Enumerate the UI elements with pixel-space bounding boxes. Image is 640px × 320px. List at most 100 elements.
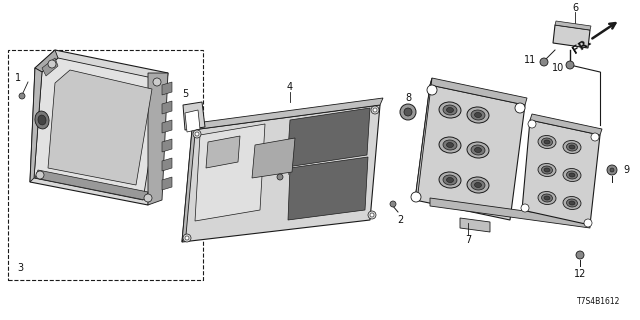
Polygon shape: [30, 50, 168, 205]
Ellipse shape: [569, 173, 575, 177]
Polygon shape: [42, 58, 58, 76]
Circle shape: [36, 171, 44, 179]
Ellipse shape: [544, 196, 550, 200]
Ellipse shape: [467, 177, 489, 193]
Ellipse shape: [541, 138, 552, 146]
Ellipse shape: [467, 107, 489, 123]
Circle shape: [427, 85, 437, 95]
Text: 9: 9: [623, 165, 629, 175]
Circle shape: [540, 58, 548, 66]
Ellipse shape: [474, 148, 481, 153]
Ellipse shape: [566, 143, 577, 151]
Ellipse shape: [439, 137, 461, 153]
Text: 5: 5: [182, 89, 188, 99]
Polygon shape: [555, 21, 591, 30]
Ellipse shape: [447, 108, 454, 113]
Circle shape: [185, 236, 189, 240]
Circle shape: [368, 211, 376, 219]
Polygon shape: [522, 120, 600, 225]
Text: 4: 4: [287, 82, 293, 92]
Ellipse shape: [541, 166, 552, 174]
Ellipse shape: [563, 140, 581, 154]
Ellipse shape: [569, 201, 575, 205]
Text: 10: 10: [552, 63, 564, 73]
Ellipse shape: [439, 172, 461, 188]
Polygon shape: [252, 138, 295, 178]
Polygon shape: [35, 50, 58, 72]
Polygon shape: [287, 108, 370, 167]
Circle shape: [373, 108, 377, 112]
Polygon shape: [162, 101, 172, 114]
Ellipse shape: [38, 115, 46, 125]
Text: T7S4B1612: T7S4B1612: [577, 298, 620, 307]
Polygon shape: [182, 105, 380, 242]
Polygon shape: [192, 98, 383, 130]
Circle shape: [584, 219, 592, 227]
Polygon shape: [553, 25, 590, 48]
Ellipse shape: [566, 171, 577, 179]
Polygon shape: [30, 68, 42, 182]
Ellipse shape: [544, 168, 550, 172]
Circle shape: [195, 132, 199, 136]
Ellipse shape: [471, 110, 485, 120]
Circle shape: [48, 60, 56, 68]
Polygon shape: [460, 218, 490, 232]
Circle shape: [610, 168, 614, 172]
Polygon shape: [162, 177, 172, 190]
Ellipse shape: [447, 178, 454, 182]
Ellipse shape: [467, 142, 489, 158]
Ellipse shape: [443, 105, 457, 115]
Text: 1: 1: [15, 73, 21, 83]
Circle shape: [607, 165, 617, 175]
Circle shape: [371, 106, 379, 114]
Polygon shape: [183, 102, 205, 130]
Ellipse shape: [35, 111, 49, 129]
Polygon shape: [162, 139, 172, 152]
Polygon shape: [288, 157, 368, 220]
Polygon shape: [182, 123, 196, 242]
Text: 6: 6: [572, 3, 578, 13]
Ellipse shape: [471, 180, 485, 190]
Text: 12: 12: [574, 269, 586, 279]
Polygon shape: [48, 70, 152, 185]
Polygon shape: [185, 110, 200, 132]
Ellipse shape: [541, 194, 552, 202]
Text: 8: 8: [405, 93, 411, 103]
Circle shape: [153, 78, 161, 86]
Text: 3: 3: [17, 263, 23, 273]
Polygon shape: [34, 58, 162, 200]
Text: FR.: FR.: [571, 36, 593, 56]
Circle shape: [390, 201, 396, 207]
Polygon shape: [162, 120, 172, 133]
Ellipse shape: [474, 182, 481, 188]
Circle shape: [591, 133, 599, 141]
Ellipse shape: [569, 145, 575, 149]
Circle shape: [566, 61, 574, 69]
Ellipse shape: [538, 135, 556, 148]
Polygon shape: [530, 114, 602, 135]
Polygon shape: [430, 198, 590, 228]
Ellipse shape: [563, 168, 581, 181]
Circle shape: [370, 213, 374, 217]
Circle shape: [400, 104, 416, 120]
Ellipse shape: [443, 175, 457, 185]
Polygon shape: [162, 82, 172, 95]
Circle shape: [19, 93, 25, 99]
Circle shape: [277, 174, 283, 180]
Ellipse shape: [538, 191, 556, 204]
Ellipse shape: [563, 196, 581, 210]
Polygon shape: [35, 170, 148, 200]
Circle shape: [404, 108, 412, 116]
Ellipse shape: [443, 140, 457, 150]
Ellipse shape: [538, 164, 556, 177]
Text: 2: 2: [397, 215, 403, 225]
Circle shape: [144, 194, 152, 202]
Polygon shape: [415, 78, 432, 200]
Ellipse shape: [544, 140, 550, 144]
Polygon shape: [415, 85, 525, 220]
Ellipse shape: [474, 113, 481, 117]
Ellipse shape: [447, 142, 454, 148]
Polygon shape: [162, 158, 172, 171]
Polygon shape: [148, 73, 168, 205]
Ellipse shape: [471, 145, 485, 155]
